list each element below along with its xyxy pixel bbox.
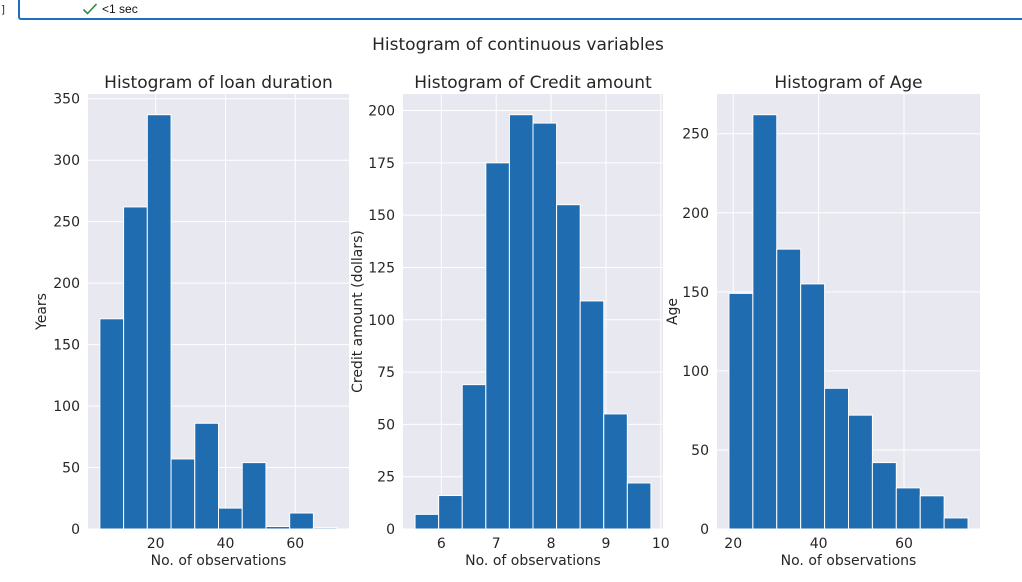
panel-title: Histogram of Credit amount — [414, 73, 652, 93]
histogram-bar — [265, 526, 291, 530]
y-tick-label: 250 — [682, 127, 709, 143]
y-tick-label: 250 — [53, 215, 80, 231]
y-tick-label: 150 — [53, 338, 80, 354]
histogram-bar — [532, 122, 558, 530]
histogram-bar — [461, 384, 487, 530]
x-axis-label: No. of observations — [781, 553, 917, 569]
histogram-bar — [438, 495, 463, 530]
y-tick-label: 200 — [368, 104, 395, 120]
panel-title: Histogram of loan duration — [104, 73, 333, 93]
histogram-bar — [895, 487, 921, 530]
y-tick-label: 100 — [53, 399, 80, 415]
x-axis-label: No. of observations — [151, 553, 287, 569]
y-tick-label: 100 — [682, 364, 709, 380]
histogram-bar — [579, 300, 605, 530]
check-icon — [82, 2, 98, 16]
histogram-bar — [603, 413, 628, 530]
histogram-bar — [556, 204, 581, 530]
x-tick-label: 6 — [437, 536, 446, 552]
histogram-bar — [99, 318, 125, 530]
execution-status: <1 sec — [82, 2, 138, 16]
figure-suptitle: Histogram of continuous variables — [372, 35, 664, 55]
y-tick-label: 150 — [682, 285, 709, 301]
y-tick-label: 0 — [700, 522, 709, 538]
y-tick-label: 175 — [368, 156, 395, 172]
y-axis-label: Age — [665, 298, 681, 325]
x-axis-label: No. of observations — [465, 553, 601, 569]
y-tick-label: 200 — [682, 206, 709, 222]
y-tick-label: 50 — [377, 417, 395, 433]
histogram-bar — [312, 527, 338, 530]
y-tick-label: 75 — [377, 365, 395, 381]
y-tick-label: 25 — [377, 470, 395, 486]
histogram-bar — [485, 162, 510, 530]
histogram-bar — [943, 517, 969, 530]
histogram-bar — [800, 283, 826, 530]
y-tick-label: 350 — [53, 92, 80, 108]
histogram-bar — [508, 114, 534, 530]
y-tick-label: 300 — [53, 153, 80, 169]
y-tick-label: 125 — [368, 260, 395, 276]
execution-time: <1 sec — [102, 2, 138, 16]
histogram-bar — [414, 513, 440, 530]
histogram-bar — [289, 512, 314, 530]
x-tick-label: 60 — [895, 536, 913, 552]
y-axis-label: Years — [34, 293, 50, 331]
histogram-bar — [241, 462, 267, 530]
y-axis-label: Credit amount (dollars) — [350, 230, 366, 393]
histogram-bar — [218, 507, 243, 530]
histogram-bar — [728, 292, 754, 530]
histogram-bar — [194, 422, 219, 530]
histogram-bar — [146, 114, 172, 530]
cell-frame: <1 sec — [18, 0, 1022, 20]
histogram-bar — [824, 387, 849, 530]
y-tick-label: 0 — [71, 522, 80, 538]
y-tick-label: 0 — [386, 522, 395, 538]
histogram-bar — [776, 248, 802, 530]
panel-title: Histogram of Age — [774, 73, 922, 93]
y-tick-label: 50 — [62, 461, 80, 477]
y-tick-label: 100 — [368, 313, 395, 329]
x-tick-label: 7 — [492, 536, 501, 552]
histogram-bar — [919, 495, 945, 530]
histogram-bar — [848, 414, 873, 530]
x-tick-label: 40 — [810, 536, 828, 552]
histogram-bar — [123, 206, 148, 530]
histogram-panel-histogram-of-credit-amount: 0 25 50 75 100 125 150 175 200 6 7 8 9 10 Histogram of… — [350, 73, 670, 569]
y-tick-label: 50 — [691, 443, 709, 459]
x-tick-label: 9 — [601, 536, 610, 552]
histogram-bar — [626, 482, 652, 530]
y-tick-label: 150 — [368, 208, 395, 224]
histogram-bar — [871, 462, 897, 530]
cell-bracket: ] — [0, 3, 7, 16]
x-tick-label: 20 — [147, 536, 165, 552]
histogram-bar — [170, 458, 196, 530]
y-tick-label: 200 — [53, 276, 80, 292]
cell-output-header: ] <1 sec — [0, 0, 1022, 21]
histogram-panel-histogram-of-age: 0 50 100 150 200 250 20 40 60 Histogram of Age No.… — [665, 73, 980, 569]
x-tick-label: 10 — [652, 536, 670, 552]
x-tick-label: 60 — [286, 536, 304, 552]
histogram-bar — [752, 114, 778, 530]
histogram-panel-histogram-of-loan-duration: 0 50 100 150 200 250 300 350 20 40 60 Histogram of … — [34, 73, 349, 569]
x-tick-label: 40 — [217, 536, 235, 552]
x-tick-label: 8 — [547, 536, 556, 552]
x-tick-label: 20 — [724, 536, 742, 552]
